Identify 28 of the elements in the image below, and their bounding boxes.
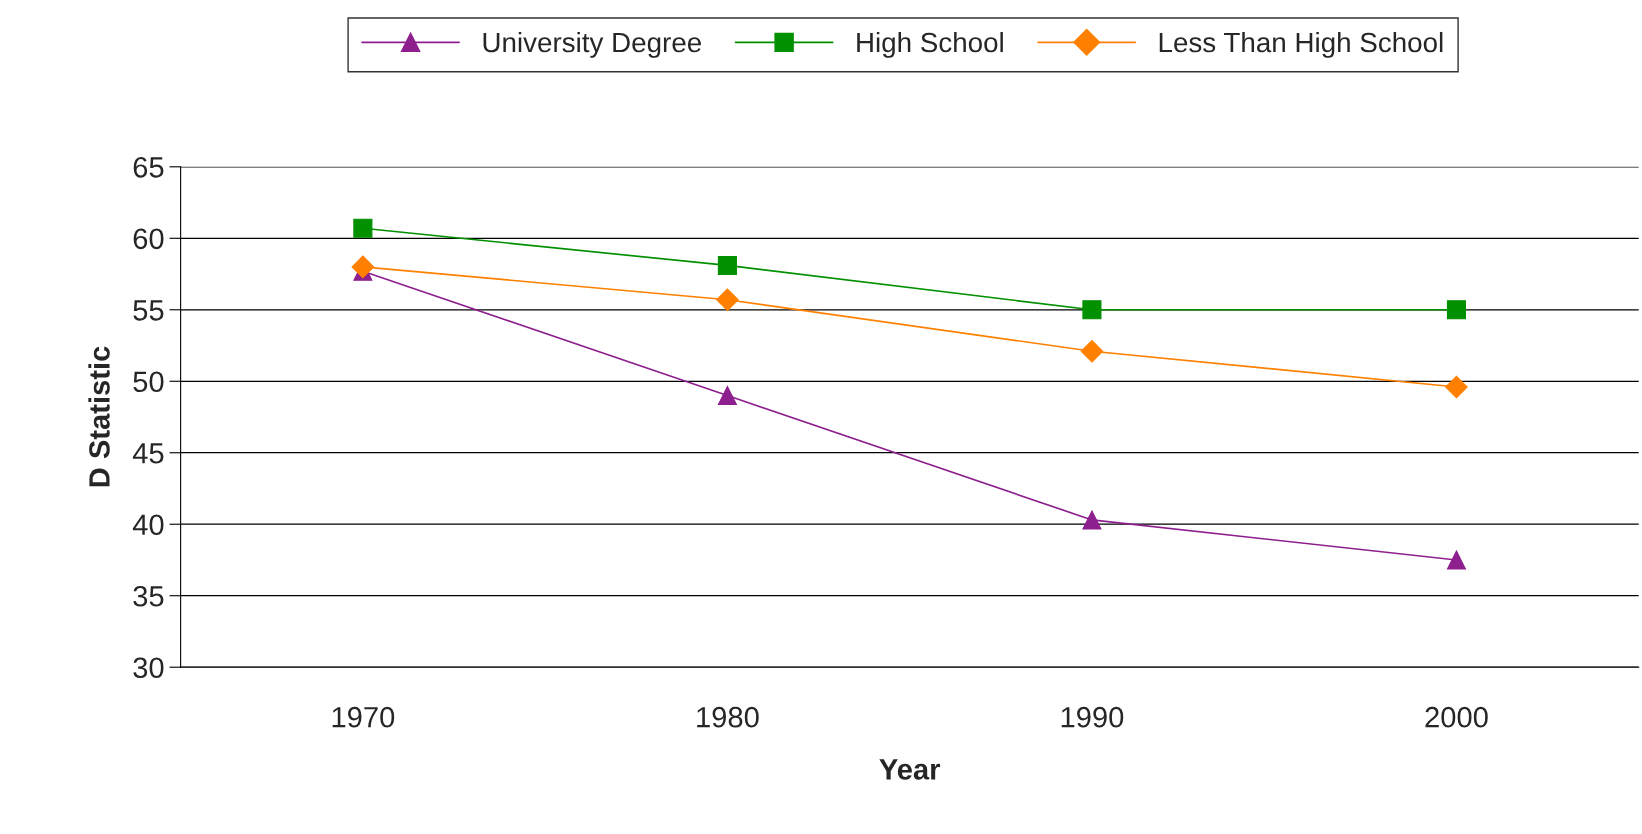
y-tick-label: 55 xyxy=(133,300,164,321)
point xyxy=(1082,510,1102,530)
x-tick-label: 1990 xyxy=(1061,706,1124,728)
y-tick-label: 30 xyxy=(133,657,164,679)
y-axis-title: D Statistic xyxy=(88,346,110,487)
point xyxy=(717,255,737,275)
point xyxy=(1080,339,1104,363)
point xyxy=(1446,300,1467,320)
legend-label: University Degree xyxy=(483,31,701,58)
y-tick-label: 35 xyxy=(133,585,164,607)
legend-label: Less Than High School xyxy=(1159,31,1443,58)
y-tick-label: 45 xyxy=(132,443,164,464)
point xyxy=(1082,300,1102,320)
legend-label: High School xyxy=(857,31,1003,58)
y-tick-label: 40 xyxy=(132,514,164,536)
point xyxy=(716,288,739,312)
point xyxy=(351,255,375,279)
point xyxy=(1446,550,1467,570)
x-axis-title: Year xyxy=(879,759,941,780)
y-tick-label: 50 xyxy=(133,371,164,393)
point xyxy=(717,386,737,406)
x-tick-label: 1970 xyxy=(332,706,395,728)
y-tick-label: 60 xyxy=(133,228,164,250)
point xyxy=(353,218,373,238)
point xyxy=(1445,375,1468,399)
x-tick-label: 1980 xyxy=(697,706,759,728)
x-tick-label: 2000 xyxy=(1425,706,1488,728)
y-tick-label: 65 xyxy=(133,157,164,178)
